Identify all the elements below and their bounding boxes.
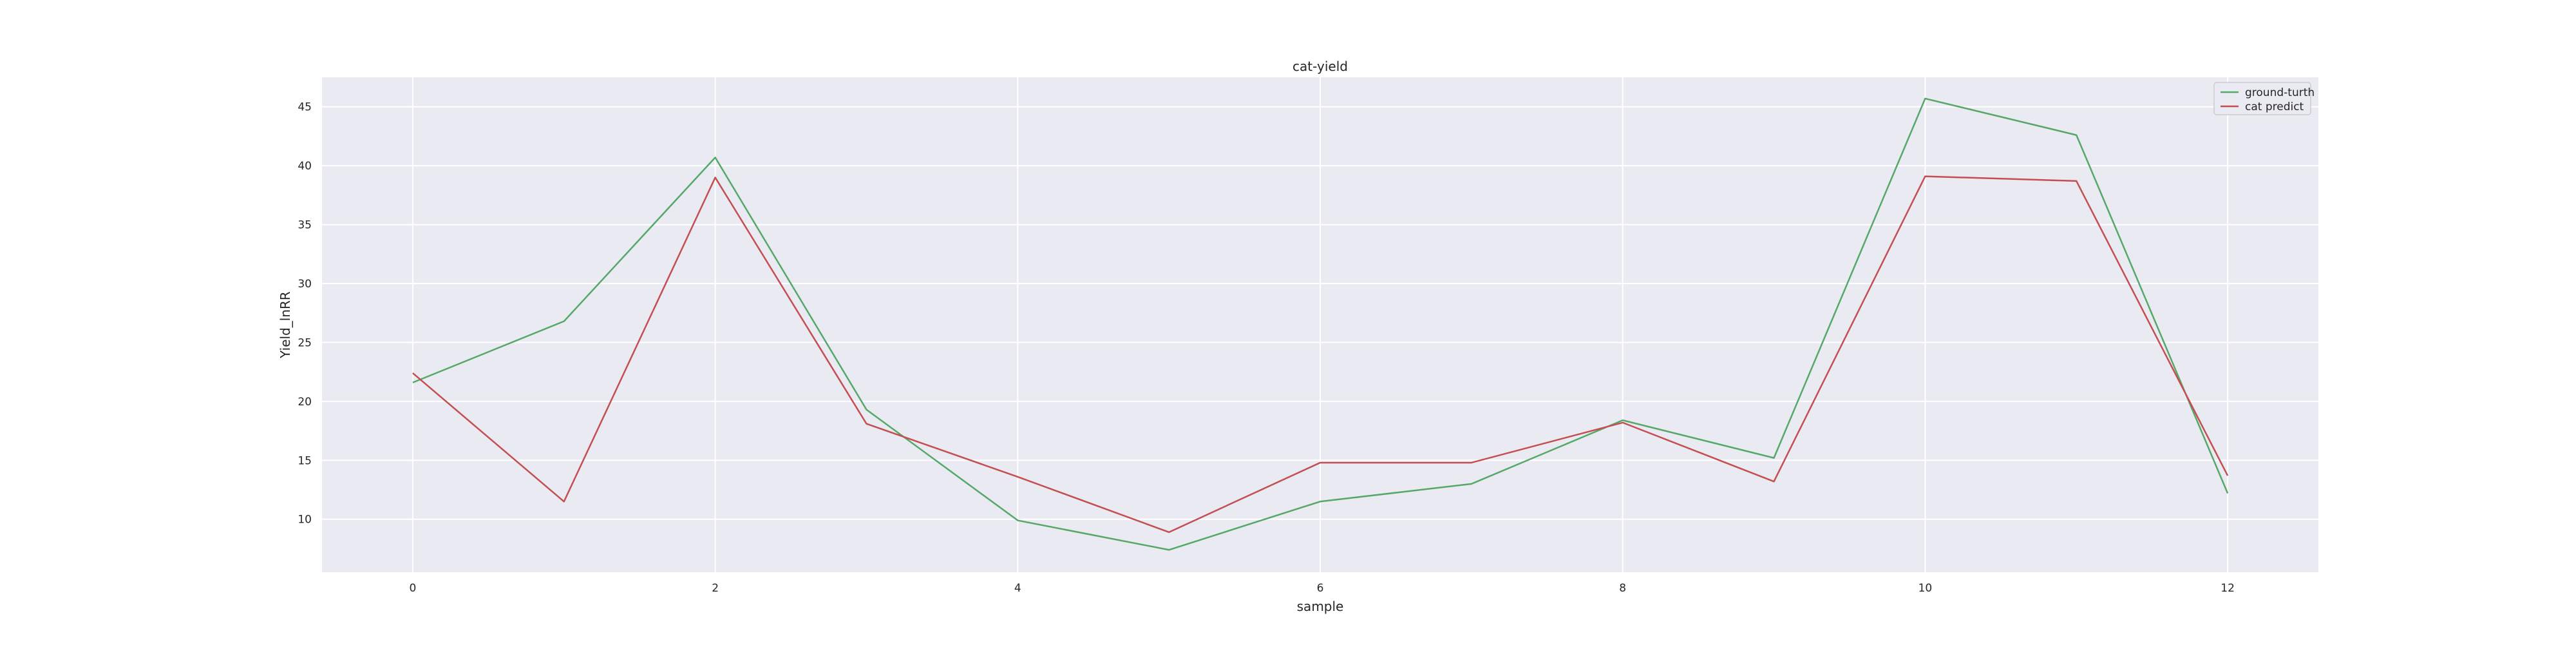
series-line-0 xyxy=(412,97,2229,551)
y-tick-label: 45 xyxy=(298,101,312,114)
x-tick-label: 10 xyxy=(1918,582,1933,595)
series-line-1 xyxy=(412,175,2229,534)
y-tick-label: 30 xyxy=(298,278,312,291)
x-tick-label: 8 xyxy=(1619,582,1626,595)
series-lines xyxy=(412,97,2229,551)
legend-label: cat predict xyxy=(2245,101,2304,113)
y-tick-label: 20 xyxy=(298,396,312,409)
chart-title: cat-yield xyxy=(1293,59,1348,74)
grid xyxy=(322,77,2318,572)
x-tick-label: 4 xyxy=(1014,582,1021,595)
legend: ground-turth cat predict xyxy=(2213,82,2315,115)
x-tick-label: 0 xyxy=(409,582,416,595)
y-tick-label: 25 xyxy=(298,336,312,349)
y-tick-label: 40 xyxy=(298,160,312,173)
x-axis-label: sample xyxy=(1297,599,1344,614)
x-tick-label: 12 xyxy=(2221,582,2235,595)
y-tick-label: 10 xyxy=(298,514,312,526)
y-axis-label: Yield_lnRR xyxy=(278,291,293,359)
y-tick-label: 35 xyxy=(298,219,312,232)
x-tick-label: 2 xyxy=(712,582,719,595)
tick-labels: 0 2 4 6 8 10 12 10 15 20 25 30 35 40 45 xyxy=(298,101,2235,595)
legend-label: ground-turth xyxy=(2245,86,2315,99)
x-tick-label: 6 xyxy=(1317,582,1324,595)
y-tick-label: 15 xyxy=(298,454,312,467)
